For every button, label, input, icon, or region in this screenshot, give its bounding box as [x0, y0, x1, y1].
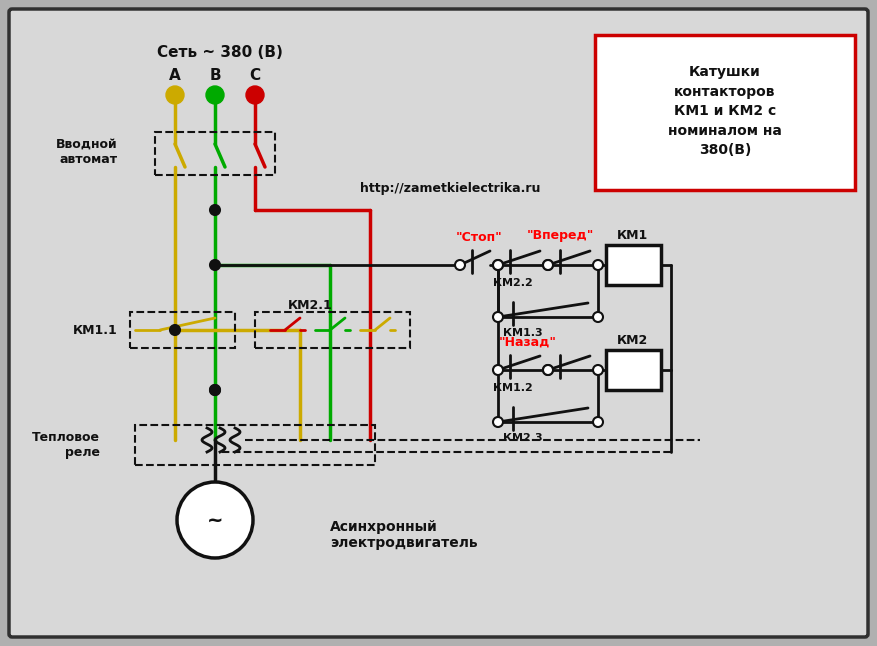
Text: КМ2.1: КМ2.1	[288, 298, 332, 311]
Text: КМ1.2: КМ1.2	[493, 383, 533, 393]
Text: КМ1.1: КМ1.1	[74, 324, 118, 337]
Bar	[606, 350, 661, 390]
Text: С: С	[249, 67, 260, 83]
Text: В: В	[210, 67, 221, 83]
Circle shape	[493, 312, 503, 322]
Circle shape	[543, 260, 553, 270]
Circle shape	[177, 482, 253, 558]
Circle shape	[593, 417, 603, 427]
Text: Асинхронный
электродвигатель: Асинхронный электродвигатель	[330, 520, 478, 550]
Bar	[130, 312, 235, 348]
Bar	[595, 35, 855, 190]
Circle shape	[455, 260, 465, 270]
Bar	[255, 312, 410, 348]
Text: Катушки
контакторов
КМ1 и КМ2 с
номиналом на
380(В): Катушки контакторов КМ1 и КМ2 с номинало…	[668, 65, 782, 157]
Text: http://zametkielectrika.ru: http://zametkielectrika.ru	[360, 182, 540, 194]
Circle shape	[210, 205, 220, 215]
Circle shape	[543, 260, 553, 270]
Text: "Назад": "Назад"	[499, 335, 557, 348]
FancyBboxPatch shape	[9, 9, 868, 637]
Circle shape	[493, 417, 503, 427]
Text: КМ2: КМ2	[617, 333, 649, 346]
Text: "Вперед": "Вперед"	[526, 229, 594, 242]
Bar	[606, 245, 661, 285]
Circle shape	[593, 312, 603, 322]
Circle shape	[246, 86, 264, 104]
Circle shape	[543, 365, 553, 375]
Circle shape	[493, 365, 503, 375]
Circle shape	[206, 86, 224, 104]
Circle shape	[170, 325, 180, 335]
Circle shape	[543, 365, 553, 375]
Text: КМ2.2: КМ2.2	[493, 278, 533, 288]
Bar	[135, 425, 375, 465]
Circle shape	[493, 260, 503, 270]
Bar	[155, 132, 275, 175]
Text: Вводной
автомат: Вводной автомат	[56, 138, 118, 166]
Text: Сеть ~ 380 (В): Сеть ~ 380 (В)	[157, 45, 283, 59]
Text: А: А	[169, 67, 181, 83]
Circle shape	[166, 86, 184, 104]
Text: "Стоп": "Стоп"	[456, 231, 503, 244]
Circle shape	[593, 365, 603, 375]
Circle shape	[210, 260, 220, 270]
Circle shape	[493, 260, 503, 270]
Text: КМ1.3: КМ1.3	[503, 328, 543, 338]
Circle shape	[593, 260, 603, 270]
Text: Тепловое
реле: Тепловое реле	[32, 431, 100, 459]
Circle shape	[210, 385, 220, 395]
Text: ~: ~	[207, 510, 224, 530]
Circle shape	[210, 385, 220, 395]
Text: КМ2.3: КМ2.3	[503, 433, 543, 443]
Text: КМ1: КМ1	[617, 229, 649, 242]
